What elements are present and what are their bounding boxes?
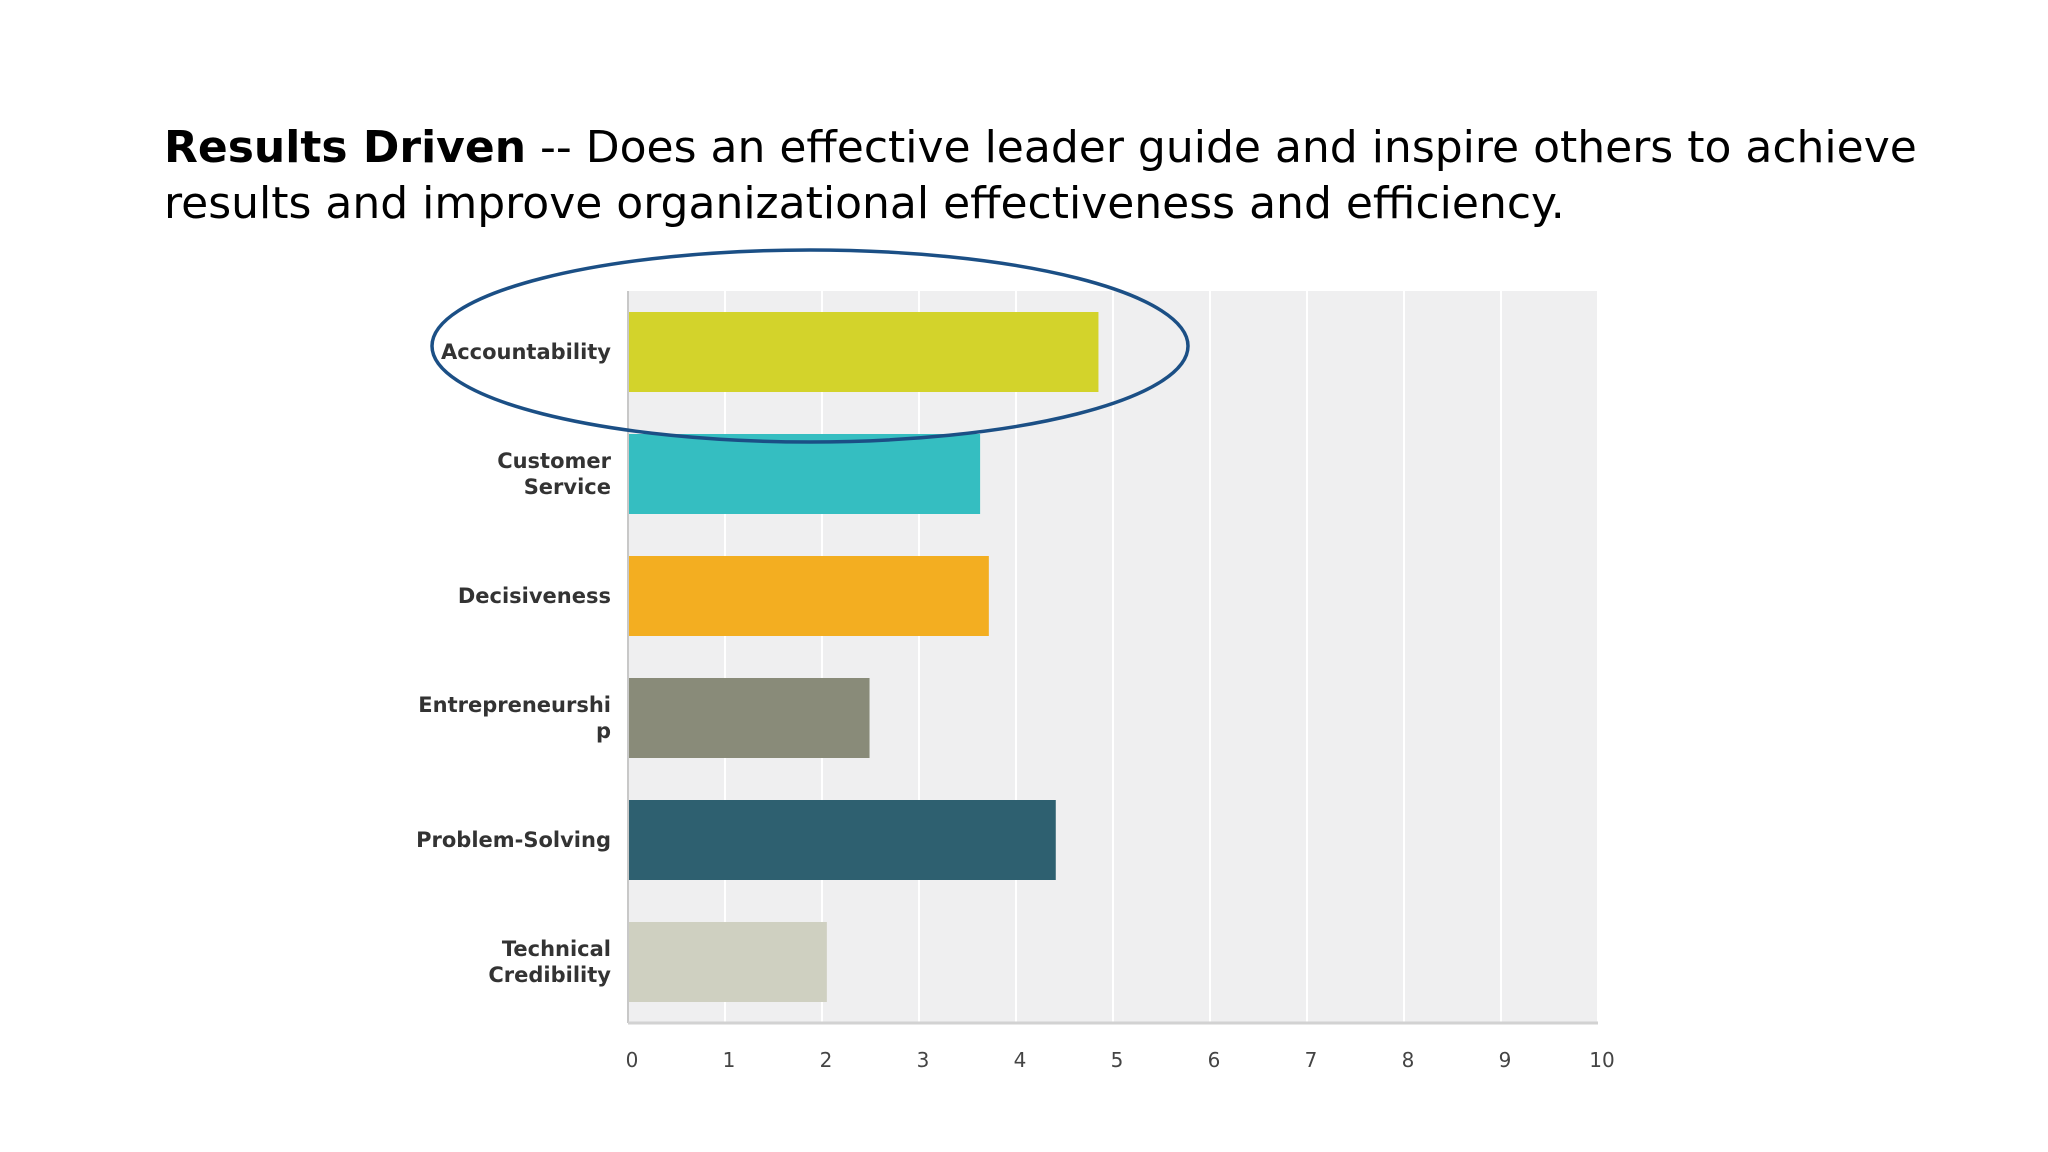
- x-tick-label: 8: [1402, 1048, 1415, 1072]
- bar-series: [628, 312, 1099, 1002]
- slide-heading: Results Driven -- Does an effective lead…: [164, 120, 1964, 232]
- category-label: Problem-Solving: [416, 828, 611, 852]
- gridlines: [724, 291, 1599, 1023]
- category-label: Customer: [497, 449, 611, 473]
- x-tick-label: 10: [1589, 1048, 1614, 1072]
- x-tick-label: 6: [1208, 1048, 1221, 1072]
- x-tick-label: 1: [723, 1048, 736, 1072]
- bar: [628, 678, 870, 758]
- x-tick-label: 2: [820, 1048, 833, 1072]
- x-tick-label: 5: [1111, 1048, 1124, 1072]
- x-tick-label: 3: [917, 1048, 930, 1072]
- x-tick-label: 4: [1014, 1048, 1027, 1072]
- category-label: p: [596, 719, 611, 743]
- bar: [628, 312, 1099, 392]
- category-label: Service: [524, 475, 611, 499]
- category-label: Accountability: [441, 340, 611, 364]
- category-label: Credibility: [488, 963, 611, 987]
- x-tick-label: 0: [626, 1048, 639, 1072]
- heading-bold-text: Results Driven: [164, 122, 527, 173]
- bar: [628, 800, 1056, 880]
- x-tick-label: 9: [1499, 1048, 1512, 1072]
- category-label: Technical: [502, 937, 611, 961]
- category-label: Decisiveness: [458, 584, 611, 608]
- bar: [628, 922, 827, 1002]
- category-label: Entrepreneurshi: [418, 693, 611, 717]
- x-tick-labels: 0 1 2 3 4 5 6 7 8 9 10: [626, 1048, 1615, 1072]
- bar: [628, 434, 981, 514]
- highlight-ellipse: [430, 248, 1190, 444]
- bar: [628, 556, 989, 636]
- x-tick-label: 7: [1305, 1048, 1318, 1072]
- heading-body-text: -- Does an effective leader guide and in…: [164, 122, 1917, 229]
